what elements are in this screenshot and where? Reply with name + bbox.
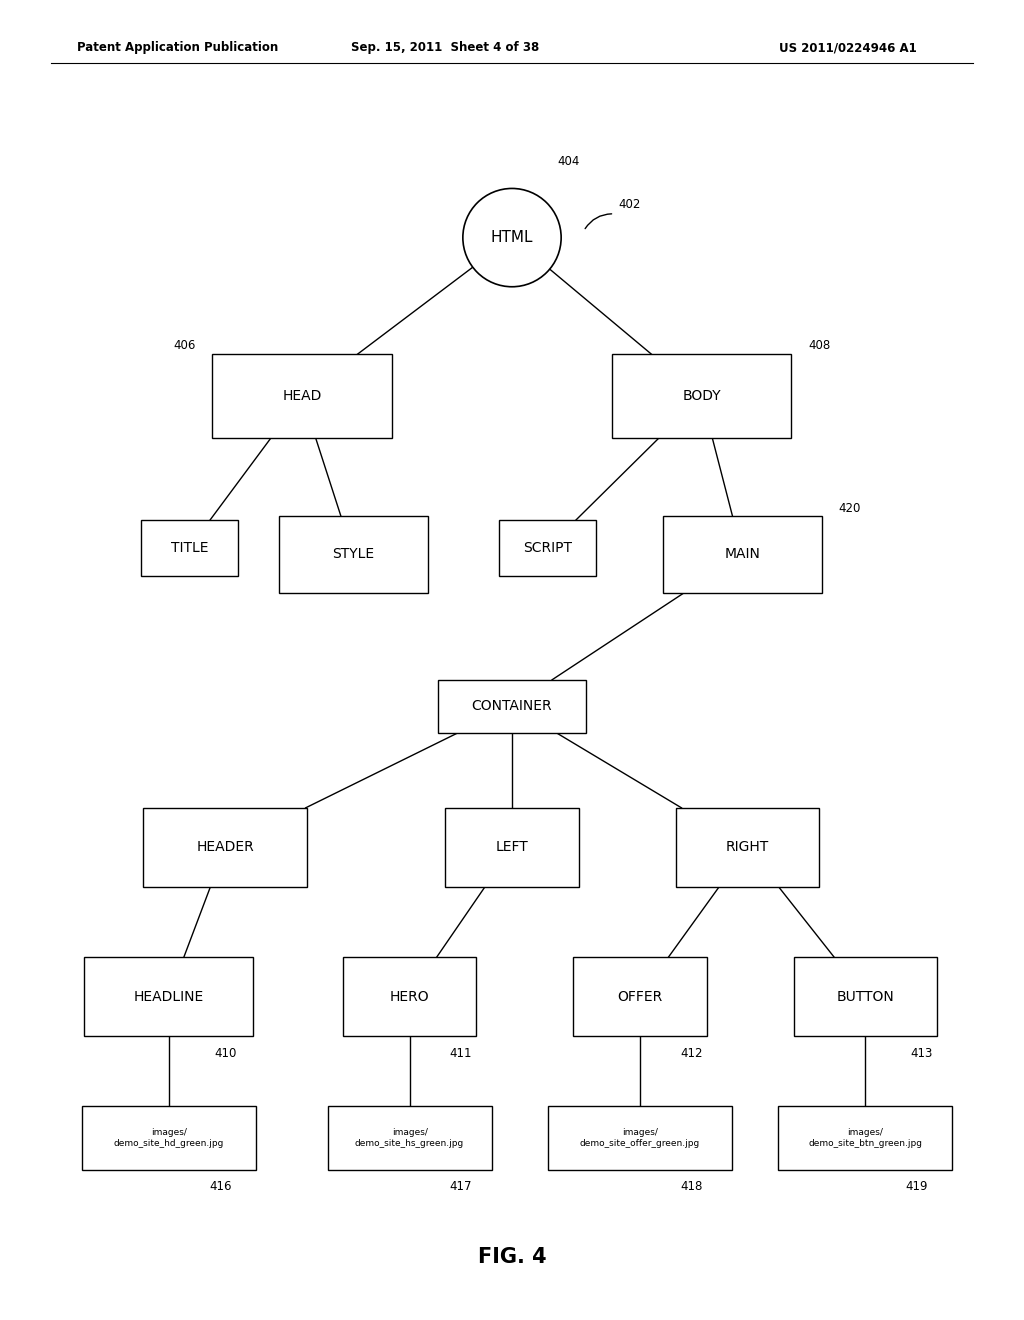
Text: 406: 406 [173, 339, 196, 352]
Text: images/
demo_site_hs_green.jpg: images/ demo_site_hs_green.jpg [355, 1127, 464, 1148]
Text: 420: 420 [839, 502, 861, 515]
Bar [500, 520, 596, 576]
Text: BODY: BODY [682, 389, 721, 403]
Bar [612, 354, 791, 438]
Text: 419: 419 [905, 1180, 928, 1193]
Bar [213, 354, 391, 438]
Bar [573, 957, 707, 1036]
Text: 412: 412 [680, 1047, 702, 1060]
Text: images/
demo_site_offer_green.jpg: images/ demo_site_offer_green.jpg [580, 1127, 700, 1148]
Text: FIG. 4: FIG. 4 [477, 1246, 547, 1267]
Text: 413: 413 [910, 1047, 933, 1060]
Text: HERO: HERO [390, 990, 429, 1003]
Bar [328, 1106, 492, 1170]
Text: MAIN: MAIN [724, 548, 761, 561]
Bar [279, 516, 428, 593]
Text: BUTTON: BUTTON [837, 990, 894, 1003]
Bar [438, 680, 586, 733]
Bar [778, 1106, 952, 1170]
Bar [445, 808, 579, 887]
Bar [141, 520, 238, 576]
Bar [548, 1106, 732, 1170]
Text: TITLE: TITLE [171, 541, 208, 554]
Bar [676, 808, 819, 887]
Text: 411: 411 [450, 1047, 472, 1060]
Text: RIGHT: RIGHT [726, 841, 769, 854]
Text: STYLE: STYLE [332, 548, 375, 561]
Text: images/
demo_site_hd_green.jpg: images/ demo_site_hd_green.jpg [114, 1127, 224, 1148]
Text: 418: 418 [680, 1180, 702, 1193]
Text: SCRIPT: SCRIPT [523, 541, 572, 554]
Text: 402: 402 [618, 198, 641, 211]
Bar [84, 957, 254, 1036]
Text: US 2011/0224946 A1: US 2011/0224946 A1 [778, 41, 916, 54]
Text: LEFT: LEFT [496, 841, 528, 854]
Text: 404: 404 [557, 154, 580, 168]
Text: OFFER: OFFER [617, 990, 663, 1003]
Ellipse shape [463, 189, 561, 286]
Text: HEADER: HEADER [197, 841, 254, 854]
Bar [343, 957, 476, 1036]
Text: Sep. 15, 2011  Sheet 4 of 38: Sep. 15, 2011 Sheet 4 of 38 [351, 41, 540, 54]
Bar [664, 516, 821, 593]
Bar [82, 1106, 256, 1170]
Text: 417: 417 [450, 1180, 472, 1193]
Text: images/
demo_site_btn_green.jpg: images/ demo_site_btn_green.jpg [808, 1127, 923, 1148]
Bar [794, 957, 937, 1036]
Text: 410: 410 [214, 1047, 237, 1060]
Text: 408: 408 [808, 339, 830, 352]
Text: CONTAINER: CONTAINER [472, 700, 552, 713]
Bar [143, 808, 307, 887]
Text: Patent Application Publication: Patent Application Publication [77, 41, 279, 54]
Text: HTML: HTML [490, 230, 534, 246]
Text: HEAD: HEAD [283, 389, 322, 403]
Text: 416: 416 [209, 1180, 231, 1193]
Text: HEADLINE: HEADLINE [134, 990, 204, 1003]
